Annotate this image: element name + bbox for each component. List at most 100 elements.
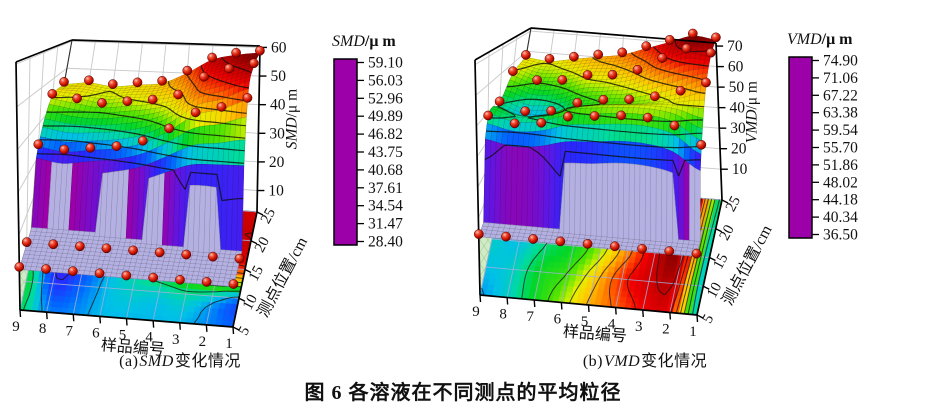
data-point-sphere	[199, 71, 209, 82]
colorbar-tick-label: 59.54	[823, 122, 858, 139]
data-point-sphere	[617, 47, 628, 58]
data-point-sphere	[544, 53, 555, 64]
x-tick-label: 3	[172, 332, 180, 348]
data-point-sphere	[681, 43, 692, 54]
data-point-sphere	[201, 277, 212, 287]
figure-caption: 图 6 各溶液在不同测点的平均粒径	[304, 382, 622, 404]
data-point-sphere	[711, 32, 721, 43]
y-tick-label: 20	[252, 234, 273, 255]
data-point-sphere	[14, 262, 25, 272]
colorbar-tick-label: 37.61	[368, 180, 403, 197]
y-tick-label: 20	[717, 222, 738, 243]
panel-a-caption-prefix: (a)	[119, 353, 139, 370]
x-tick-label: 9	[12, 319, 20, 335]
colorbar-tick-label: 63.38	[823, 105, 858, 122]
data-point-sphere	[207, 52, 217, 63]
data-point-sphere	[21, 237, 32, 247]
z-axis-title: SMD/μ m	[284, 89, 301, 149]
panel-a-plot: 9 8 7 6 5 4 3 2 1510152025102030405060样品编号测点位置/c…	[12, 39, 311, 359]
data-point-sphere	[47, 89, 58, 99]
data-point-sphere	[657, 53, 668, 63]
z-tick-label: 30	[730, 120, 746, 137]
colorbar-a: 59.1056.0352.9649.8946.8243.7540.6837.61…	[332, 33, 403, 251]
data-point-sphere	[650, 91, 660, 102]
z-tick-label: 20	[269, 154, 285, 171]
data-point-sphere	[501, 231, 511, 242]
data-point-sphere	[84, 75, 94, 86]
colorbar-tick-label: 44.18	[823, 192, 858, 209]
panel-a-caption-var: SMD	[139, 353, 174, 370]
data-point-sphere	[632, 64, 643, 75]
colorbar-title: SMD/μ m	[332, 33, 396, 50]
data-point-sphere	[59, 77, 69, 87]
x-axis-title: 样品编号	[562, 323, 627, 346]
data-point-sphere	[48, 239, 59, 250]
y-tick-label: 15	[710, 251, 731, 272]
data-point-spheres	[473, 28, 721, 259]
z-tick-label: 20	[731, 141, 747, 158]
data-point-sphere	[691, 248, 702, 259]
colorbar-tick-label: 59.10	[368, 55, 403, 72]
data-point-sphere	[94, 268, 105, 279]
data-point-sphere	[609, 241, 620, 252]
data-point-sphere	[521, 50, 531, 60]
x-tick-label: 2	[199, 334, 207, 350]
data-point-sphere	[557, 75, 568, 85]
data-point-sphere	[107, 79, 118, 89]
data-point-sphere	[687, 28, 698, 39]
colorbar-tick-label: 36.50	[823, 227, 858, 244]
data-point-sphere	[624, 94, 635, 105]
x-tick-label: 2	[662, 322, 670, 338]
data-point-sphere	[190, 107, 201, 118]
colorbar-tick-label: 46.82	[368, 126, 403, 143]
data-point-sphere	[508, 66, 518, 77]
data-point-sphere	[555, 236, 566, 247]
x-axis-title: 样品编号	[100, 336, 165, 359]
data-point-sphere	[97, 98, 107, 108]
panel-b-caption: (b)VMD变化情况	[525, 347, 765, 371]
data-point-sphere	[33, 139, 44, 150]
data-point-sphere	[696, 139, 707, 150]
data-point-sphere	[148, 272, 159, 283]
x-tick-label: 5	[581, 314, 589, 330]
data-point-sphere	[228, 279, 239, 289]
panel-b-caption-prefix: (b)	[582, 353, 603, 370]
z-tick-label: 60	[271, 39, 287, 56]
colorbar-tick-label: 48.02	[823, 174, 858, 191]
data-point-sphere	[128, 245, 138, 256]
x-tick-label: 6	[92, 325, 100, 341]
y-tick-label: 10	[704, 280, 725, 301]
colorbar-tick-label: 51.86	[823, 157, 858, 174]
y-tick-label: 25	[723, 194, 744, 215]
data-point-sphere	[173, 89, 184, 100]
x-tick-label: 3	[635, 319, 643, 335]
data-point-sphere	[701, 77, 711, 88]
data-point-sphere	[75, 241, 85, 252]
z-tick-label: 50	[729, 79, 745, 96]
data-point-sphere	[248, 58, 259, 69]
z-tick-label: 10	[732, 161, 748, 178]
data-point-sphere	[546, 105, 557, 116]
panel-a-caption-suffix: 变化情况	[174, 353, 241, 370]
data-point-sphere	[234, 253, 245, 264]
z-tick-label: 40	[270, 97, 286, 114]
data-point-sphere	[563, 111, 573, 122]
x-tick-label: 4	[608, 317, 616, 333]
x-tick-label: 9	[472, 304, 480, 320]
z-tick-label: 30	[269, 125, 285, 142]
data-point-sphere	[132, 77, 143, 88]
colorbar-tick-label: 55.70	[823, 140, 858, 157]
y-tick-label: 10	[240, 292, 261, 313]
data-point-sphere	[569, 51, 579, 62]
data-point-sphere	[85, 142, 96, 153]
x-tick-label: 7	[527, 309, 535, 325]
surface-mesh-fill	[18, 52, 261, 287]
panel-b-caption-suffix: 变化情况	[641, 353, 708, 370]
x-tick-label: 1	[225, 336, 233, 352]
data-point-sphere	[154, 247, 165, 258]
surface-contour-lines	[37, 57, 252, 202]
data-point-sphere	[616, 110, 627, 121]
x-tick-label: 8	[499, 307, 507, 323]
